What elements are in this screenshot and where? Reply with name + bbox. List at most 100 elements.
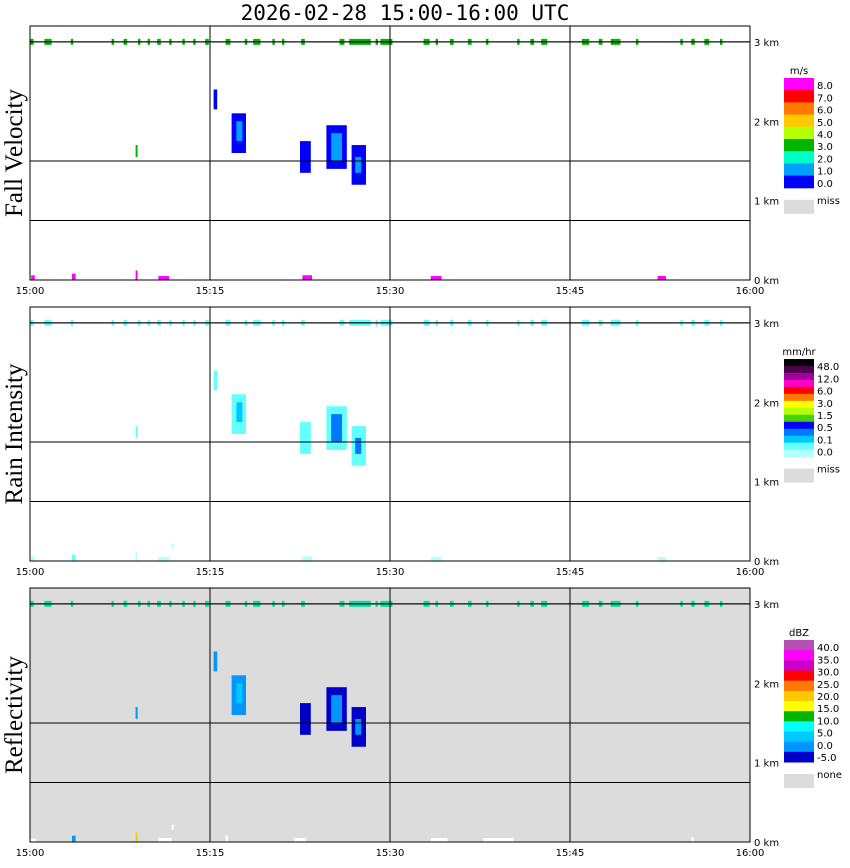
echo-cell [657,557,666,561]
echo-cell [72,835,76,842]
scale-swatch [784,400,814,409]
scale-unit: m/s [790,66,808,77]
scale-label: 10.0 [817,716,839,727]
height-tick-label: 2 km [754,117,779,128]
height-tick-label: 0 km [754,838,779,849]
echo-cell [158,276,170,280]
scale-swatch [784,407,814,416]
scale-missing-label: none [817,770,842,781]
panel-ylabel: Fall Velocity [1,89,28,218]
scale-unit: dBZ [789,628,809,639]
scale-swatch [784,372,814,381]
echo-cell [30,838,36,842]
scale-label: 40.0 [817,643,839,654]
scale-swatch [784,741,814,753]
echo-cell [355,156,362,173]
scale-swatch [784,711,814,722]
echo-cell [213,89,218,110]
echo-cell [213,651,218,672]
scale-label: 5.0 [817,729,833,740]
echo-cell [171,824,174,831]
scale-label: 3.0 [817,399,833,410]
echo-cell [300,141,311,173]
scale-swatch [784,379,814,388]
echo-cell [72,554,76,561]
echo-cell [302,275,312,280]
plot-frame [29,306,751,562]
panel-3: Reflectivity 15:00 15:15 15:30 15:45 16:000 k… [1,587,842,859]
x-tick-label: 16:00 [736,848,765,859]
echo-cell [691,837,694,842]
height-tick-label: 2 km [754,398,779,409]
scale-label: 5.0 [817,118,833,129]
scale-swatch [784,690,814,702]
x-tick-label: 15:15 [196,567,225,578]
echo-cell [302,556,312,561]
scale-label: 2.0 [817,154,833,165]
echo-cell [171,543,174,550]
scale-label: 1.5 [817,411,833,422]
scale-swatch [784,721,814,732]
x-tick-label: 15:15 [196,286,225,297]
height-tick-label: 0 km [754,276,779,287]
scale-label: -5.0 [817,753,837,764]
plot-frame [29,25,751,281]
scale-label: 0.5 [817,423,833,434]
echo-cell [355,718,362,735]
x-tick-label: 15:00 [16,848,45,859]
scale-swatch [784,359,814,367]
echo-cell [430,276,442,280]
scale-swatch [784,163,814,177]
echo-cell [430,838,448,842]
scale-swatch [784,114,814,128]
scale-swatch [784,428,814,437]
scale-label: 0.0 [817,179,833,190]
scale-swatch [784,650,814,661]
scale-label: 6.0 [817,106,833,117]
echo-cell [331,695,342,723]
plot-frame [29,587,751,843]
echo-cell [225,835,228,842]
x-tick-label: 15:45 [556,567,585,578]
x-tick-label: 15:30 [376,286,405,297]
scale-swatch [784,151,814,164]
echo-cell [331,133,342,161]
height-tick-label: 0 km [754,557,779,568]
scale-swatch [784,442,814,451]
scale-swatch [784,701,814,712]
chart-title: 2026-02-28 15:00-16:00 UTC [240,1,570,25]
scale-swatch [784,449,814,458]
panel-ylabel: Rain Intensity [1,363,28,504]
echo-cell [355,437,362,454]
echo-cell [135,270,138,280]
scale-label: 25.0 [817,680,839,691]
scale-label: 30.0 [817,668,839,679]
scale-swatch [784,660,814,671]
echo-cell [135,145,138,157]
height-tick-label: 1 km [754,197,779,208]
scale-label: 7.0 [817,93,833,104]
x-tick-label: 15:30 [376,848,405,859]
height-tick-label: 3 km [754,319,779,330]
x-tick-label: 15:00 [16,567,45,578]
echo-cell [213,370,218,391]
scale-label: 3.0 [817,142,833,153]
scale-unit: mm/hr [782,347,816,358]
scale-swatch [784,90,814,103]
scale-missing-swatch [784,199,814,214]
echo-cell [331,414,342,442]
echo-cell [294,838,306,842]
scale-swatch [784,78,814,91]
x-tick-label: 15:45 [556,848,585,859]
scale-swatch [784,435,814,444]
panel-ylabel: Reflectivity [1,655,28,774]
scale-swatch [784,680,814,692]
scale-missing-swatch [784,468,814,483]
scale-label: 1.0 [817,167,833,178]
echo-cell [158,838,172,842]
height-tick-label: 1 km [754,478,779,489]
echo-cell [430,557,442,561]
height-tick-label: 1 km [754,759,779,770]
